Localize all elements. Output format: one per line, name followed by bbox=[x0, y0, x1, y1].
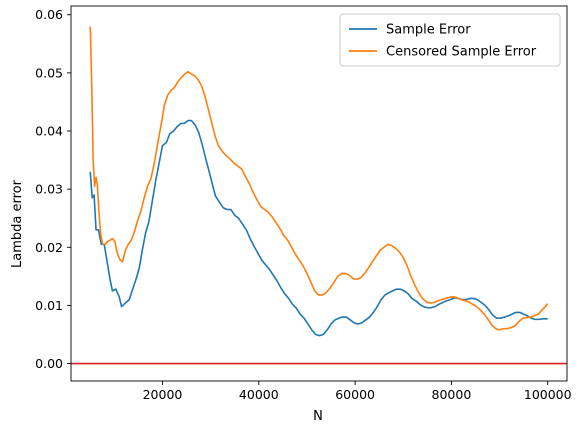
x-tick-label: 40000 bbox=[239, 387, 279, 402]
legend-label-1: Sample Error bbox=[386, 23, 471, 38]
axes: 20000 40000 60000 80000 100000 0.00 0.01 0.02 0.… bbox=[35, 5, 572, 402]
x-tick-label: 20000 bbox=[143, 387, 183, 402]
y-axis-label: Lambda error bbox=[10, 179, 25, 268]
y-tick-label: 0.04 bbox=[35, 124, 63, 139]
y-tick-label: 0.06 bbox=[35, 7, 63, 22]
x-tick-label: 60000 bbox=[335, 387, 375, 402]
series-line-1 bbox=[89, 119, 548, 337]
y-tick-label: 0.00 bbox=[35, 356, 63, 371]
plot-frame bbox=[70, 5, 568, 382]
plot-area bbox=[71, 26, 567, 365]
x-axis-label: N bbox=[313, 409, 323, 424]
series-line-2 bbox=[89, 26, 549, 331]
y-tick-label: 0.02 bbox=[35, 240, 63, 255]
legend: Sample Error Censored Sample Error bbox=[339, 13, 561, 67]
legend-box bbox=[339, 13, 561, 67]
x-tick-label: 100000 bbox=[524, 387, 572, 402]
y-tick-label: 0.01 bbox=[35, 298, 63, 313]
x-tick-label: 80000 bbox=[432, 387, 472, 402]
legend-label-2: Censored Sample Error bbox=[386, 45, 537, 60]
y-tick-label: 0.03 bbox=[35, 182, 63, 197]
y-tick-label: 0.05 bbox=[35, 65, 63, 80]
